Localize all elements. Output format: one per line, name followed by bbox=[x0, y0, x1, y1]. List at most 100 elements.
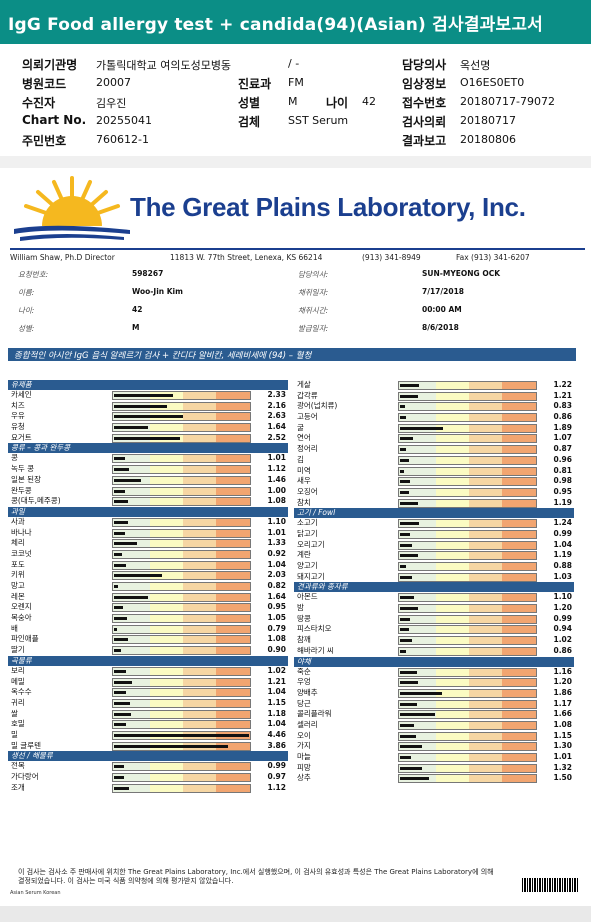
food-result-row: 카세인 2.33 bbox=[8, 390, 288, 401]
scale-zone bbox=[501, 764, 537, 772]
result-value: 1.12 bbox=[267, 464, 286, 474]
report-issue-value: 8/6/2018 bbox=[422, 323, 459, 332]
scale-zone bbox=[182, 455, 216, 463]
food-result-row: 복숭아 1.05 bbox=[8, 613, 288, 624]
food-name: 배 bbox=[11, 623, 18, 633]
result-value: 1.04 bbox=[267, 687, 286, 697]
scale-zone bbox=[215, 721, 251, 729]
scale-zone bbox=[150, 784, 183, 792]
scale-zone bbox=[113, 710, 151, 718]
result-value: 1.01 bbox=[267, 453, 286, 463]
institution-value: 가톨릭대학교 여의도성모병동 bbox=[96, 59, 232, 72]
scale-zone bbox=[468, 711, 502, 719]
dept-value: FM bbox=[288, 76, 304, 89]
scale-zone bbox=[399, 615, 437, 623]
scale-zone bbox=[468, 467, 502, 475]
scale-zone bbox=[501, 647, 537, 655]
scale-zone bbox=[150, 487, 183, 495]
food-result-row: 키위 2.03 bbox=[8, 570, 288, 581]
food-result-row: 배 0.79 bbox=[8, 624, 288, 635]
food-name: 연어 bbox=[297, 433, 311, 443]
scale-zone bbox=[150, 689, 183, 697]
scale-zone bbox=[215, 604, 251, 612]
food-result-row: 가다랑어 0.97 bbox=[8, 772, 288, 783]
food-result-row: 귀리 1.15 bbox=[8, 698, 288, 709]
food-result-row: 딸기 0.90 bbox=[8, 645, 288, 656]
scale-zone bbox=[399, 626, 437, 634]
result-scale bbox=[112, 603, 251, 613]
result-value: 1.19 bbox=[553, 550, 572, 560]
result-value: 0.97 bbox=[267, 772, 286, 781]
food-result-row: 닭고기 0.99 bbox=[294, 529, 574, 540]
result-value: 1.04 bbox=[553, 539, 572, 549]
scale-zone bbox=[399, 754, 437, 761]
food-name: 옥수수 bbox=[11, 687, 32, 697]
result-scale bbox=[398, 699, 537, 709]
food-result-row: 오렌지 0.95 bbox=[8, 602, 288, 613]
food-result-row: 참깨 1.02 bbox=[294, 635, 574, 646]
food-result-row: 쌀 1.18 bbox=[8, 709, 288, 720]
result-value: 1.22 bbox=[553, 380, 572, 389]
food-result-row: 콩 1.01 bbox=[8, 453, 288, 464]
food-name: 오징어 bbox=[297, 486, 318, 496]
scale-zone bbox=[468, 499, 502, 507]
result-scale bbox=[398, 753, 537, 762]
result-value: 0.96 bbox=[553, 454, 572, 464]
result-scale bbox=[112, 666, 251, 676]
result-bar bbox=[114, 457, 126, 461]
scale-zone bbox=[215, 699, 251, 707]
scale-zone bbox=[399, 594, 437, 602]
food-name: 쌀 bbox=[11, 708, 18, 718]
food-name: 참치 bbox=[297, 497, 311, 507]
scale-zone bbox=[182, 572, 216, 580]
result-bar bbox=[400, 681, 418, 685]
result-value: 1.64 bbox=[267, 591, 286, 601]
result-bar bbox=[400, 702, 417, 706]
scale-zone bbox=[182, 583, 216, 590]
result-bar bbox=[400, 426, 443, 430]
scale-zone bbox=[468, 552, 502, 560]
food-result-row: 가지 1.30 bbox=[294, 741, 574, 752]
scale-zone bbox=[501, 775, 537, 783]
food-result-row: 피망 1.32 bbox=[294, 763, 574, 774]
food-name: 고등어 bbox=[297, 412, 318, 422]
food-result-row: 조개 1.12 bbox=[8, 783, 288, 794]
age-label: 나이 bbox=[326, 96, 349, 110]
result-value: 1.33 bbox=[267, 538, 286, 548]
food-result-row: 포도 1.04 bbox=[8, 560, 288, 571]
result-bar bbox=[400, 480, 411, 484]
sex-info-label: 성별: bbox=[18, 324, 35, 333]
result-scale bbox=[398, 720, 537, 730]
scale-zone bbox=[215, 466, 251, 474]
food-name: 파인애플 bbox=[11, 634, 39, 644]
result-bar bbox=[400, 448, 407, 452]
scale-zone bbox=[468, 668, 502, 676]
result-value: 0.99 bbox=[267, 761, 286, 771]
scale-zone bbox=[150, 604, 183, 612]
result-bar bbox=[400, 639, 412, 643]
result-value: 1.64 bbox=[267, 422, 286, 432]
result-scale bbox=[112, 497, 251, 507]
result-value: 0.82 bbox=[267, 581, 286, 590]
result-bar bbox=[400, 522, 420, 526]
food-result-row: 게살 1.22 bbox=[294, 380, 574, 391]
lab-fax: Fax (913) 341-6207 bbox=[456, 253, 530, 262]
scale-zone bbox=[501, 668, 537, 676]
result-bar bbox=[400, 405, 405, 409]
scale-zone bbox=[468, 435, 502, 443]
result-value: 1.19 bbox=[553, 497, 572, 507]
food-name: 아몬드 bbox=[297, 592, 318, 602]
collect-date-label: 채취일자: bbox=[298, 288, 329, 297]
result-value: 2.16 bbox=[267, 400, 286, 410]
result-value: 1.04 bbox=[267, 559, 286, 569]
result-bar bbox=[114, 627, 118, 631]
food-result-row: 콩(대두,메주콩) 1.08 bbox=[8, 496, 288, 507]
scale-zone bbox=[215, 667, 251, 675]
scale-zone bbox=[215, 540, 251, 548]
scale-zone bbox=[399, 456, 437, 464]
scale-zone bbox=[468, 615, 502, 623]
collect-time-value: 00:00 AM bbox=[422, 305, 462, 314]
food-name: 닭고기 bbox=[297, 528, 318, 538]
food-result-row: 피스타치오 0.94 bbox=[294, 624, 574, 635]
result-bar bbox=[400, 617, 411, 621]
